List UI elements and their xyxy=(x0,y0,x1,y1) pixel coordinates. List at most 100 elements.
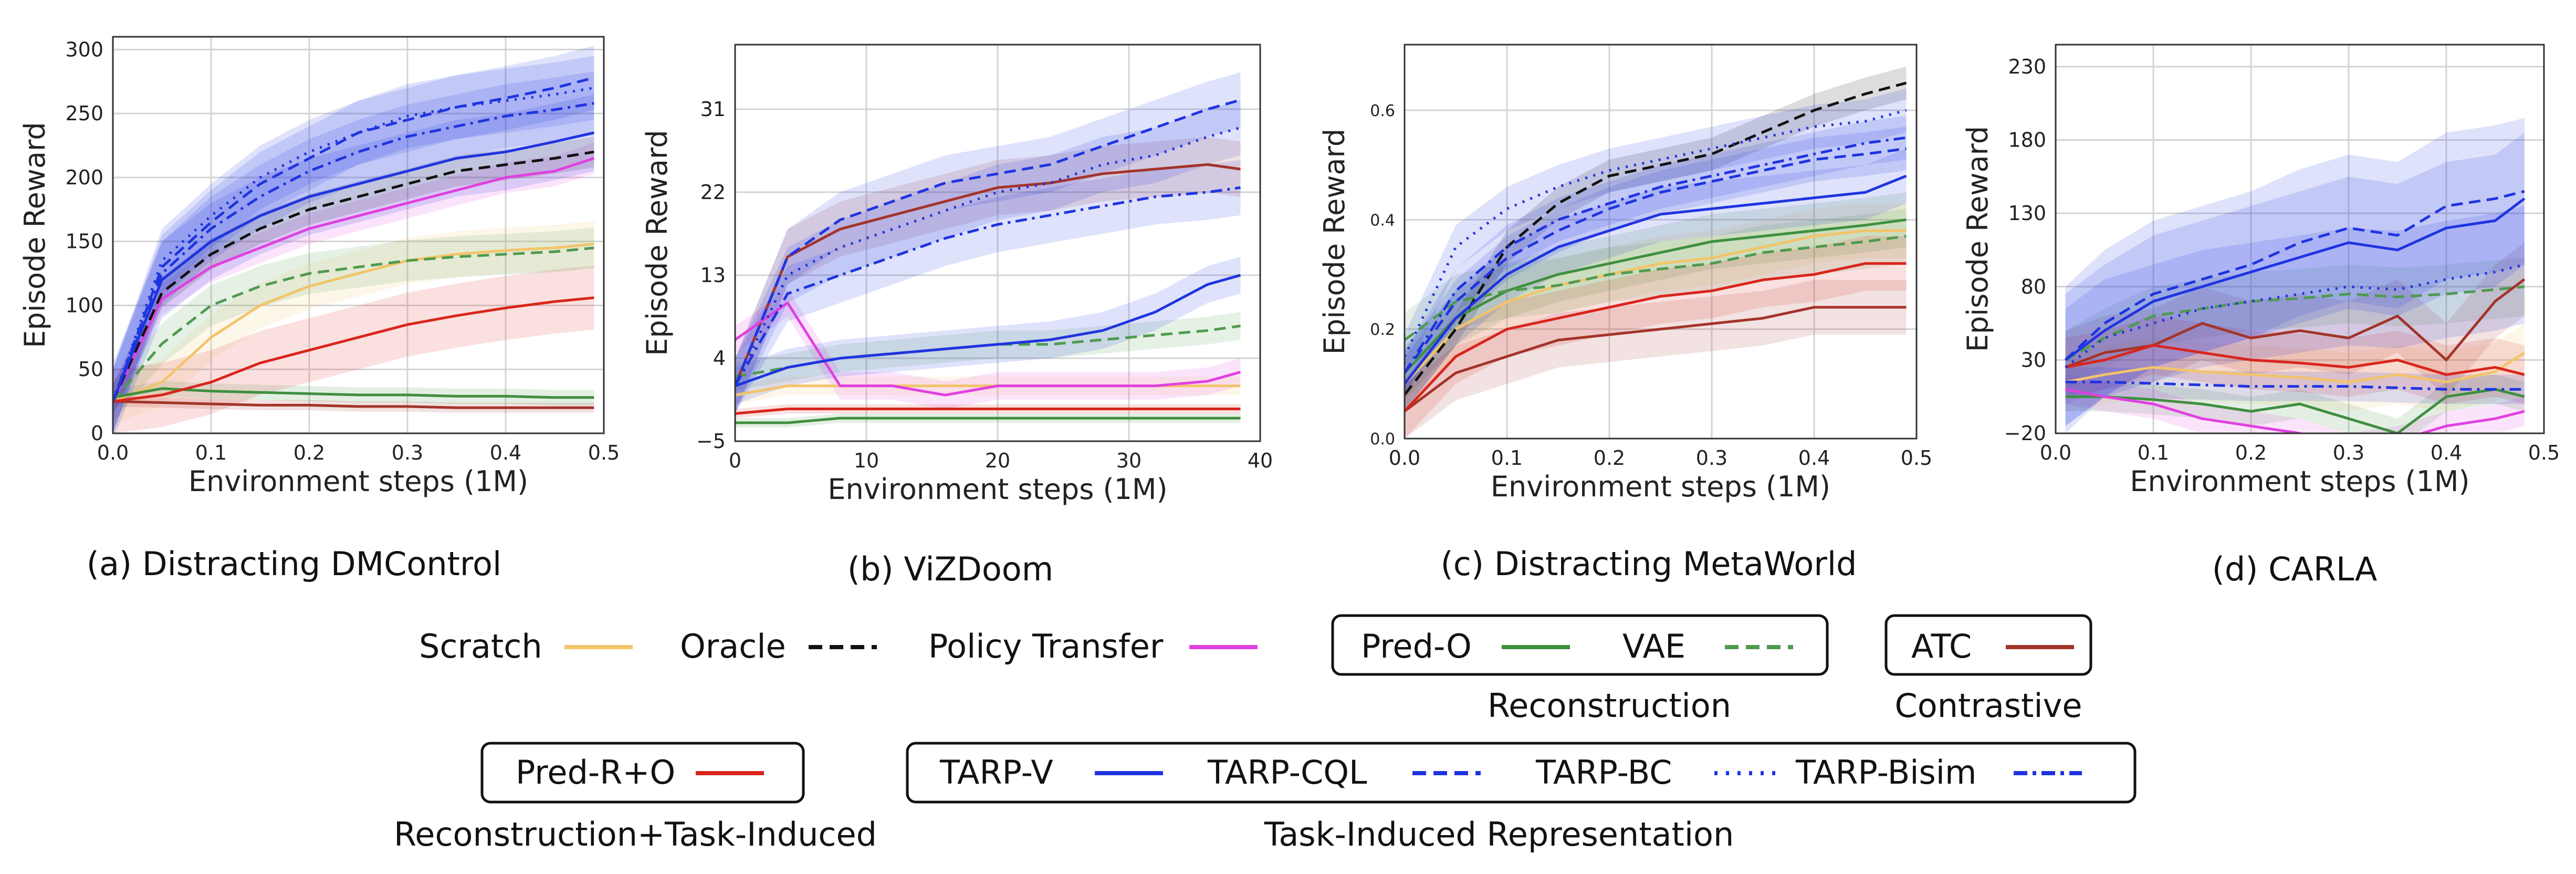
series-line-tarp-cql xyxy=(735,98,1241,387)
band-tarp-cql xyxy=(113,46,594,433)
y-tick-label: 250 xyxy=(65,102,103,125)
x-tick-label: 0.0 xyxy=(2040,441,2071,464)
series-line-tarp-cql xyxy=(113,76,594,402)
band-scratch xyxy=(113,221,594,424)
x-tick-label: 0.5 xyxy=(588,441,620,464)
legend-label-policy-transfer: Policy Transfer xyxy=(928,627,1164,665)
y-axis-label: Episode Reward xyxy=(18,122,51,348)
chart-panel-2: 0 10 20 30 40 −5 4 13 22 31 Environment steps (1M)… xyxy=(641,44,1273,588)
group-label-reconstruction: Reconstruction xyxy=(1488,686,1731,725)
chart-panel-4: 0.0 0.1 0.2 0.3 0.4 0.5 −20 30 80 130 180 230 Enviro… xyxy=(1961,44,2560,588)
series-line-tarp-bc xyxy=(735,126,1241,387)
contrastive-legend-box xyxy=(1884,614,2092,676)
band-tarp-v xyxy=(735,256,1241,404)
y-axis-label: Episode Reward xyxy=(641,130,674,356)
axes-frame xyxy=(112,36,605,434)
series-line-tarp-v xyxy=(2065,197,2526,361)
x-axis-label: Environment steps (1M) xyxy=(1491,470,1830,503)
y-tick-label: 80 xyxy=(2021,275,2046,298)
y-axis-label: Episode Reward xyxy=(1961,126,1994,352)
band-tarp-bisim xyxy=(1405,116,1907,395)
group-label-recon-task: Reconstruction+Task-Induced xyxy=(394,815,877,854)
chart-caption: (b) ViZDoom xyxy=(847,550,1053,588)
series-line-scratch xyxy=(2065,351,2526,383)
band-pred-o xyxy=(113,381,594,405)
x-tick-label: 0.1 xyxy=(2138,441,2169,464)
series-line-atc xyxy=(1405,306,1907,412)
series-line-scratch xyxy=(113,243,594,403)
legend-label-vae: VAE xyxy=(1622,627,1685,665)
legend-label-oracle: Oracle xyxy=(680,627,786,665)
band-tarp-v xyxy=(113,94,594,433)
legend: Scratch Oracle Policy Transfer Pred-O VAE Rec… xyxy=(394,614,2137,854)
band-tarp-cql xyxy=(735,72,1241,414)
x-tick-label: 0.5 xyxy=(1901,446,1932,470)
band-policy-transfer xyxy=(2065,374,2525,433)
y-tick-label: 4 xyxy=(713,347,726,370)
band-vae xyxy=(1405,209,1907,368)
y-tick-label: 0 xyxy=(91,422,103,445)
x-tick-label: 0.3 xyxy=(2333,441,2364,464)
series-line-tarp-cql xyxy=(1405,147,1907,374)
series-line-policy-transfer xyxy=(735,301,1241,397)
y-tick-label: 0.2 xyxy=(1370,321,1395,339)
series-line-pred-r-o xyxy=(735,408,1241,415)
plot-area xyxy=(113,46,595,433)
legend-label-tarp-v: TARP-V xyxy=(939,753,1053,792)
x-axis-label: Environment steps (1M) xyxy=(189,465,528,498)
plot-area xyxy=(735,72,1241,428)
band-vae xyxy=(2065,257,2525,390)
series-line-tarp-cql xyxy=(2064,190,2525,361)
x-tick-label: 0.3 xyxy=(392,441,423,464)
axes-frame xyxy=(734,44,1261,442)
band-tarp-v xyxy=(2065,132,2525,426)
y-tick-label: 100 xyxy=(65,294,103,317)
band-scratch xyxy=(2065,323,2525,412)
series-line-pred-r-o xyxy=(1405,262,1907,412)
group-label-task-induced: Task-Induced Representation xyxy=(1264,815,1734,854)
y-tick-label: 50 xyxy=(78,358,103,381)
series-line-atc xyxy=(2065,278,2526,369)
series-line-scratch xyxy=(1405,229,1907,385)
band-atc xyxy=(735,137,1241,414)
x-tick-label: 0.0 xyxy=(97,441,129,464)
y-tick-label: 30 xyxy=(2021,348,2046,371)
axes-frame xyxy=(2055,44,2545,434)
recon-task-legend-box xyxy=(480,742,805,804)
band-policy-transfer xyxy=(735,289,1241,409)
group-label-contrastive: Contrastive xyxy=(1895,686,2082,725)
y-tick-label: 300 xyxy=(65,38,103,61)
series-line-tarp-bisim xyxy=(735,186,1241,387)
chart-panel-3: 0.0 0.1 0.2 0.3 0.4 0.5 0.0 0.2 0.4 0.6 Environmen… xyxy=(1318,44,1932,583)
series-line-tarp-v xyxy=(735,274,1241,388)
y-tick-label: 31 xyxy=(700,98,726,121)
plot-area xyxy=(1405,66,1907,439)
x-tick-label: 40 xyxy=(1248,449,1273,472)
band-tarp-bisim xyxy=(735,160,1241,414)
legend-label-tarp-bisim: TARP-Bisim xyxy=(1795,753,1976,792)
band-scratch xyxy=(735,377,1241,404)
x-tick-label: 0.4 xyxy=(2431,441,2462,464)
series-line-pred-o xyxy=(1405,218,1907,374)
legend-label-tarp-cql: TARP-CQL xyxy=(1207,753,1367,792)
y-tick-label: 200 xyxy=(65,166,103,189)
series-line-atc xyxy=(113,400,594,409)
series-line-tarp-v xyxy=(1405,174,1907,385)
y-axis-label: Episode Reward xyxy=(1318,129,1351,355)
series-line-tarp-bc xyxy=(1405,109,1907,357)
series-line-vae xyxy=(113,246,594,402)
legend-label-atc: ATC xyxy=(1911,627,1972,665)
band-tarp-cql xyxy=(2065,118,2525,433)
chart-panels: 0.0 0.1 0.2 0.3 0.4 0.5 0 50 100 150 200 250 300 Envi… xyxy=(18,36,2560,588)
series-line-policy-transfer xyxy=(113,157,595,402)
y-tick-label: 230 xyxy=(2008,55,2046,78)
y-tick-label: −20 xyxy=(2004,422,2046,445)
y-tick-label: −5 xyxy=(696,430,726,453)
legend-label-scratch: Scratch xyxy=(419,627,542,665)
y-tick-label: 150 xyxy=(65,230,103,253)
series-line-tarp-bisim xyxy=(1405,136,1907,374)
y-tick-label: 180 xyxy=(2008,129,2046,152)
band-vae xyxy=(113,227,594,422)
x-tick-label: 0.2 xyxy=(2235,441,2267,464)
band-tarp-bc xyxy=(735,100,1241,414)
